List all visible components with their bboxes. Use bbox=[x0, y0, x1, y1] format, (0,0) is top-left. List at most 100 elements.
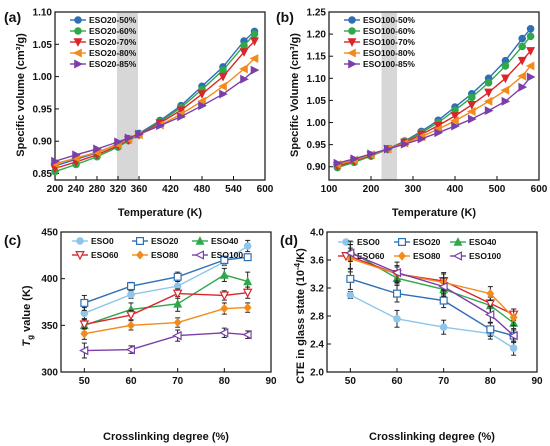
data-point bbox=[219, 270, 229, 279]
data-point bbox=[124, 133, 134, 143]
panel-d-ylabel-sup: -4 bbox=[293, 262, 302, 270]
legend-entry: ESO0 bbox=[72, 236, 114, 246]
legend-marker bbox=[398, 238, 407, 247]
data-point bbox=[135, 129, 144, 139]
x-tick-label: 400 bbox=[447, 184, 464, 195]
x-tick-label: 70 bbox=[438, 376, 450, 387]
x-tick-label: 600 bbox=[257, 184, 274, 195]
legend-marker bbox=[74, 16, 82, 24]
data-point bbox=[198, 101, 207, 111]
legend-marker bbox=[195, 236, 205, 245]
data-point bbox=[80, 298, 89, 307]
y-tick-label: 3.2 bbox=[310, 284, 324, 295]
data-point bbox=[176, 106, 186, 116]
series-line bbox=[54, 40, 256, 170]
panel-d: (d) 50 60 70 80 90 2.0 2.4 2.8 3.2 3.6 4.0 ESO0 ESO2… bbox=[280, 228, 543, 444]
data-point bbox=[218, 81, 227, 91]
data-point bbox=[250, 30, 259, 38]
data-point bbox=[219, 66, 227, 74]
x-tick-label: 80 bbox=[485, 376, 497, 387]
y-tick-label: 0.90 bbox=[307, 162, 327, 173]
y-tick-label: 1.10 bbox=[33, 8, 53, 19]
legend-label: ESO0 bbox=[91, 236, 114, 246]
data-point bbox=[80, 329, 89, 339]
legend-entry: ESO80 bbox=[132, 250, 179, 260]
y-tick-label: 1.25 bbox=[307, 8, 327, 19]
legend-label: ESO20 bbox=[151, 236, 179, 246]
legend-entry: ESO20-50% bbox=[70, 15, 137, 25]
x-tick-label: 50 bbox=[79, 376, 91, 387]
legend-label: ESO100-80% bbox=[363, 48, 415, 58]
legend-label: ESO60 bbox=[357, 251, 385, 261]
data-point bbox=[220, 303, 229, 314]
data-point bbox=[526, 72, 536, 82]
legend-label: ESO80 bbox=[151, 250, 179, 260]
x-tick-label: 500 bbox=[489, 184, 506, 195]
data-point bbox=[127, 320, 135, 330]
panel-c-ylabel-main: T bbox=[21, 339, 33, 347]
legend-entry: ESO100-85% bbox=[344, 59, 415, 69]
legend-marker bbox=[136, 250, 144, 260]
y-tick-label: 0.95 bbox=[307, 140, 327, 151]
plot-frame bbox=[326, 231, 538, 373]
legend-entry: ESO100 bbox=[450, 251, 501, 261]
legend-label: ESO100-60% bbox=[363, 26, 415, 36]
data-point bbox=[508, 330, 518, 341]
data-point bbox=[484, 78, 493, 87]
y-tick-label: 0.90 bbox=[33, 137, 53, 148]
legend-label: ESO20-70% bbox=[89, 37, 137, 47]
data-point bbox=[250, 65, 260, 75]
data-point bbox=[219, 291, 230, 301]
data-point bbox=[173, 298, 183, 308]
data-point bbox=[501, 96, 511, 106]
x-tick-label: 240 bbox=[68, 184, 85, 195]
data-point bbox=[525, 61, 535, 71]
series-ESO100 bbox=[345, 244, 518, 344]
series-ESO0 bbox=[346, 291, 518, 356]
legend-label: ESO20-85% bbox=[89, 59, 137, 69]
data-point bbox=[218, 72, 228, 82]
data-point bbox=[518, 42, 526, 51]
data-point bbox=[466, 107, 476, 116]
legend-label: ESO20 bbox=[413, 237, 441, 247]
panel-c-ylabel-sub: g bbox=[26, 335, 35, 340]
data-point bbox=[243, 276, 253, 286]
panel-c: (c) 50 60 70 80 90 300 350 400 450 ESO0 ESO20 ESO40… bbox=[4, 228, 277, 444]
panel-b-xlabel: Temperature (K) bbox=[392, 207, 476, 219]
data-point bbox=[219, 89, 228, 99]
legend-entry: ESO20-85% bbox=[70, 59, 137, 69]
legend-label: ESO100-70% bbox=[363, 37, 415, 47]
y-tick-label: 400 bbox=[41, 274, 58, 285]
series-line bbox=[54, 30, 255, 167]
legend-entry: ESO20 bbox=[394, 237, 441, 247]
legend-label: ESO100 bbox=[469, 251, 501, 261]
panel-c-plot: 50 60 70 80 90 300 350 400 450 ESO0 ESO20 ESO40 ESO6… bbox=[41, 228, 277, 388]
legend-marker bbox=[347, 38, 357, 47]
panel-b-ylabel: Specific Volume (cm³/g) bbox=[289, 33, 301, 157]
y-tick-label: 1.10 bbox=[307, 74, 327, 85]
legend-entry: ESO100 bbox=[192, 250, 243, 260]
data-point bbox=[346, 274, 355, 283]
legend-entry: ESO60 bbox=[72, 250, 119, 261]
y-tick-label: 0.85 bbox=[33, 169, 53, 180]
x-tick-label: 480 bbox=[194, 184, 211, 195]
data-point bbox=[240, 74, 249, 84]
legend-label: ESO20-60% bbox=[89, 26, 137, 36]
legend-marker bbox=[453, 237, 463, 246]
data-point bbox=[240, 41, 248, 50]
x-tick-label: 280 bbox=[89, 184, 106, 195]
data-point bbox=[350, 154, 360, 164]
data-point bbox=[518, 82, 528, 92]
data-point bbox=[126, 311, 136, 321]
series-ESO20-85% bbox=[51, 65, 260, 166]
panel-d-ylabel-rest: /K) bbox=[295, 248, 307, 263]
y-tick-label: 2.4 bbox=[310, 340, 324, 351]
legend-entry: ESO20-60% bbox=[70, 26, 137, 36]
legend-entry: ESO20-80% bbox=[70, 48, 137, 58]
x-tick-label: 70 bbox=[172, 376, 184, 387]
panel-c-ylabel-rest: value (K) bbox=[21, 285, 33, 335]
series-ESO80 bbox=[80, 302, 252, 340]
x-tick-label: 600 bbox=[531, 184, 548, 195]
data-point bbox=[79, 320, 90, 330]
legend-marker bbox=[348, 59, 357, 69]
